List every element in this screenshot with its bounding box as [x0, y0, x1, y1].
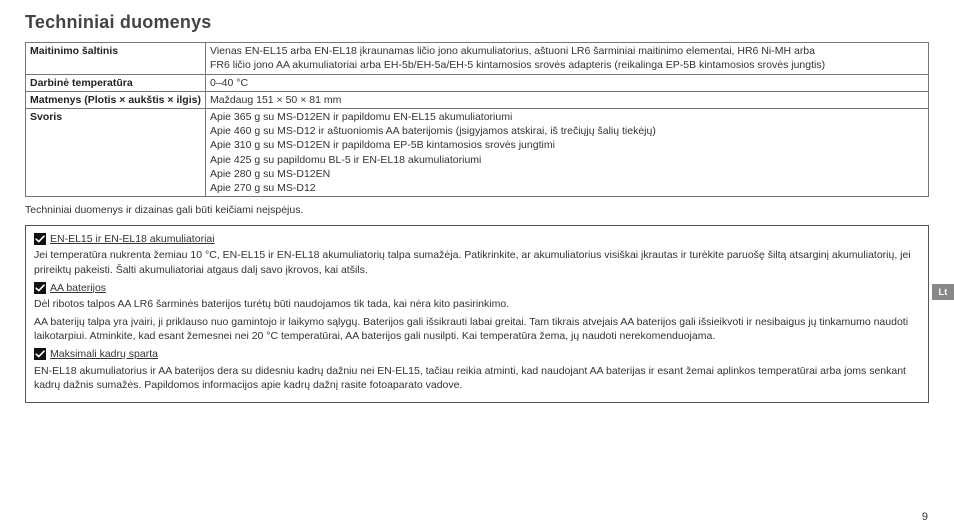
check-icon	[34, 233, 46, 245]
change-notice: Techniniai duomenys ir dizainas gali būt…	[25, 203, 929, 217]
spec-row-label: Maitinimo šaltinis	[26, 43, 206, 74]
info-section-head: EN-EL15 ir EN-EL18 akumuliatoriai	[34, 232, 920, 246]
check-icon	[34, 282, 46, 294]
info-paragraph: Jei temperatūra nukrenta žemiau 10 °C, E…	[34, 248, 920, 276]
info-paragraph: Dėl ribotos talpos AA LR6 šarminės bater…	[34, 297, 920, 311]
spec-row-value: Apie 365 g su MS-D12EN ir papildomu EN-E…	[206, 108, 929, 196]
check-icon	[34, 348, 46, 360]
spec-row-value: 0–40 °C	[206, 74, 929, 91]
page-number: 9	[922, 510, 928, 525]
info-section-head: AA baterijos	[34, 281, 920, 295]
info-paragraph: AA baterijų talpa yra įvairi, ji priklau…	[34, 315, 920, 343]
spec-table: Maitinimo šaltinisVienas EN-EL15 arba EN…	[25, 42, 929, 197]
info-section-title: Maksimali kadrų sparta	[50, 347, 158, 361]
info-section-title: AA baterijos	[50, 281, 106, 295]
info-paragraph: EN-EL18 akumuliatorius ir AA baterijos d…	[34, 364, 920, 392]
spec-row-label: Matmenys (Plotis × aukštis × ilgis)	[26, 91, 206, 108]
info-box: EN-EL15 ir EN-EL18 akumuliatoriai Jei tem…	[25, 225, 929, 403]
spec-row-label: Svoris	[26, 108, 206, 196]
language-tab: Lt	[932, 284, 954, 300]
spec-row-value: Maždaug 151 × 50 × 81 mm	[206, 91, 929, 108]
spec-row-label: Darbinė temperatūra	[26, 74, 206, 91]
spec-row-value: Vienas EN-EL15 arba EN-EL18 įkraunamas l…	[206, 43, 929, 74]
info-section-title: EN-EL15 ir EN-EL18 akumuliatoriai	[50, 232, 215, 246]
page-title: Techniniai duomenys	[25, 10, 929, 34]
info-section-head: Maksimali kadrų sparta	[34, 347, 920, 361]
